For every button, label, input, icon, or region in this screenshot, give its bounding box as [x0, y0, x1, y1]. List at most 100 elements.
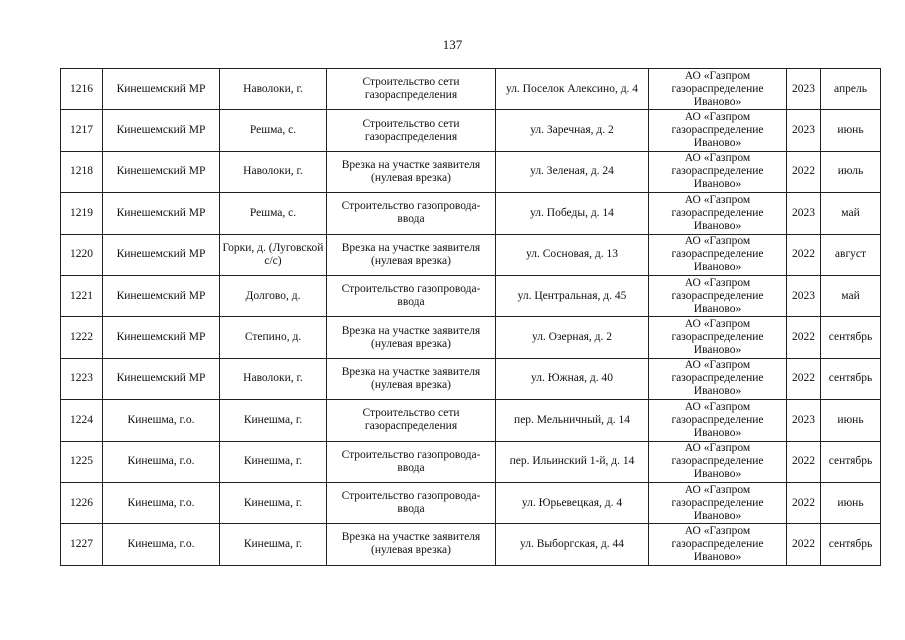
table-row: 1217 Кинешемский МР Решма, с. Строительство… [60, 109, 881, 152]
row-number-cell: 1217 [60, 109, 103, 152]
month-cell: май [820, 192, 881, 235]
work-type-cell: Строительство сети газораспределения [326, 67, 496, 111]
district-cell: Кинешемский МР [102, 357, 220, 401]
table-row: 1221 Кинешемский МР Долгово, д. Строительст… [60, 274, 881, 318]
settlement-cell: Степино, д. [219, 316, 327, 359]
settlement-cell: Решма, с. [219, 192, 327, 235]
row-number-cell: 1226 [60, 481, 103, 525]
year-cell: 2022 [786, 316, 821, 359]
year-cell: 2023 [786, 109, 821, 152]
organization-cell: АО «Газпром газораспределение Иваново» [648, 109, 787, 152]
month-cell: сентябрь [820, 440, 881, 483]
month-cell: сентябрь [820, 316, 881, 359]
row-number-cell: 1216 [60, 67, 103, 111]
address-cell: ул. Выборгская, д. 44 [495, 523, 649, 566]
organization-cell: АО «Газпром газораспределение Иваново» [648, 192, 787, 235]
district-cell: Кинешма, г.о. [102, 481, 220, 525]
settlement-cell: Кинешма, г. [219, 440, 327, 483]
address-cell: ул. Зеленая, д. 24 [495, 150, 649, 194]
organization-cell: АО «Газпром газораспределение Иваново» [648, 150, 787, 194]
table-row: 1218 Кинешемский МР Наволоки, г. Врезка на … [60, 150, 881, 194]
gasification-table: 1216 Кинешемский МР Наволоки, г. Строительс… [60, 67, 881, 566]
month-cell: сентябрь [820, 357, 881, 401]
month-cell: май [820, 274, 881, 318]
address-cell: ул. Центральная, д. 45 [495, 274, 649, 318]
district-cell: Кинешемский МР [102, 274, 220, 318]
organization-cell: АО «Газпром газораспределение Иваново» [648, 440, 787, 483]
table-row: 1224 Кинешма, г.о. Кинешма, г. Строительств… [60, 399, 881, 442]
work-type-cell: Врезка на участке заявителя (нулевая вре… [326, 316, 496, 359]
table-row: 1222 Кинешемский МР Степино, д. Врезка на у… [60, 316, 881, 359]
table-row: 1219 Кинешемский МР Решма, с. Строительство… [60, 192, 881, 235]
district-cell: Кинешемский МР [102, 192, 220, 235]
organization-cell: АО «Газпром газораспределение Иваново» [648, 399, 787, 442]
district-cell: Кинешма, г.о. [102, 399, 220, 442]
table-row: 1216 Кинешемский МР Наволоки, г. Строительс… [60, 67, 881, 111]
work-type-cell: Врезка на участке заявителя (нулевая вре… [326, 233, 496, 276]
settlement-cell: Кинешма, г. [219, 481, 327, 525]
month-cell: июль [820, 150, 881, 194]
page-number: 137 [442, 37, 463, 52]
month-cell: апрель [820, 67, 881, 111]
settlement-cell: Наволоки, г. [219, 150, 327, 194]
row-number-cell: 1222 [60, 316, 103, 359]
organization-cell: АО «Газпром газораспределение Иваново» [648, 523, 787, 566]
table-row: 1226 Кинешма, г.о. Кинешма, г. Строительств… [60, 481, 881, 525]
table-row: 1227 Кинешма, г.о. Кинешма, г. Врезка на уч… [60, 523, 881, 566]
district-cell: Кинешемский МР [102, 109, 220, 152]
work-type-cell: Строительство газопровода-ввода [326, 274, 496, 318]
year-cell: 2023 [786, 192, 821, 235]
row-number-cell: 1221 [60, 274, 103, 318]
address-cell: ул. Юрьевецкая, д. 4 [495, 481, 649, 525]
row-number-cell: 1224 [60, 399, 103, 442]
month-cell: август [820, 233, 881, 276]
work-type-cell: Строительство газопровода-ввода [326, 192, 496, 235]
organization-cell: АО «Газпром газораспределение Иваново» [648, 233, 787, 276]
district-cell: Кинешемский МР [102, 233, 220, 276]
year-cell: 2022 [786, 440, 821, 483]
settlement-cell: Наволоки, г. [219, 67, 327, 111]
year-cell: 2022 [786, 233, 821, 276]
address-cell: ул. Озерная, д. 2 [495, 316, 649, 359]
work-type-cell: Строительство газопровода-ввода [326, 440, 496, 483]
month-cell: сентябрь [820, 523, 881, 566]
work-type-cell: Строительство сети газораспределения [326, 109, 496, 152]
district-cell: Кинешемский МР [102, 316, 220, 359]
address-cell: ул. Южная, д. 40 [495, 357, 649, 401]
work-type-cell: Врезка на участке заявителя (нулевая вре… [326, 357, 496, 401]
organization-cell: АО «Газпром газораспределение Иваново» [648, 481, 787, 525]
year-cell: 2022 [786, 150, 821, 194]
settlement-cell: Наволоки, г. [219, 357, 327, 401]
year-cell: 2022 [786, 481, 821, 525]
row-number-cell: 1219 [60, 192, 103, 235]
organization-cell: АО «Газпром газораспределение Иваново» [648, 316, 787, 359]
table-row: 1220 Кинешемский МР Горки, д. (Луговской с… [60, 233, 881, 276]
year-cell: 2022 [786, 357, 821, 401]
address-cell: пер. Ильинский 1-й, д. 14 [495, 440, 649, 483]
settlement-cell: Решма, с. [219, 109, 327, 152]
address-cell: ул. Заречная, д. 2 [495, 109, 649, 152]
organization-cell: АО «Газпром газораспределение Иваново» [648, 357, 787, 401]
address-cell: ул. Сосновая, д. 13 [495, 233, 649, 276]
settlement-cell: Кинешма, г. [219, 523, 327, 566]
row-number-cell: 1227 [60, 523, 103, 566]
address-cell: ул. Победы, д. 14 [495, 192, 649, 235]
work-type-cell: Строительство газопровода-ввода [326, 481, 496, 525]
organization-cell: АО «Газпром газораспределение Иваново» [648, 67, 787, 111]
settlement-cell: Долгово, д. [219, 274, 327, 318]
table-row: 1225 Кинешма, г.о. Кинешма, г. Строительств… [60, 440, 881, 483]
year-cell: 2023 [786, 399, 821, 442]
row-number-cell: 1220 [60, 233, 103, 276]
row-number-cell: 1218 [60, 150, 103, 194]
settlement-cell: Горки, д. (Луговской с/с) [219, 233, 327, 276]
year-cell: 2022 [786, 523, 821, 566]
address-cell: ул. Поселок Алексино, д. 4 [495, 67, 649, 111]
organization-cell: АО «Газпром газораспределение Иваново» [648, 274, 787, 318]
district-cell: Кинешма, г.о. [102, 523, 220, 566]
row-number-cell: 1223 [60, 357, 103, 401]
month-cell: июнь [820, 481, 881, 525]
district-cell: Кинешемский МР [102, 67, 220, 111]
row-number-cell: 1225 [60, 440, 103, 483]
month-cell: июнь [820, 399, 881, 442]
table-row: 1223 Кинешемский МР Наволоки, г. Врезка на … [60, 357, 881, 401]
